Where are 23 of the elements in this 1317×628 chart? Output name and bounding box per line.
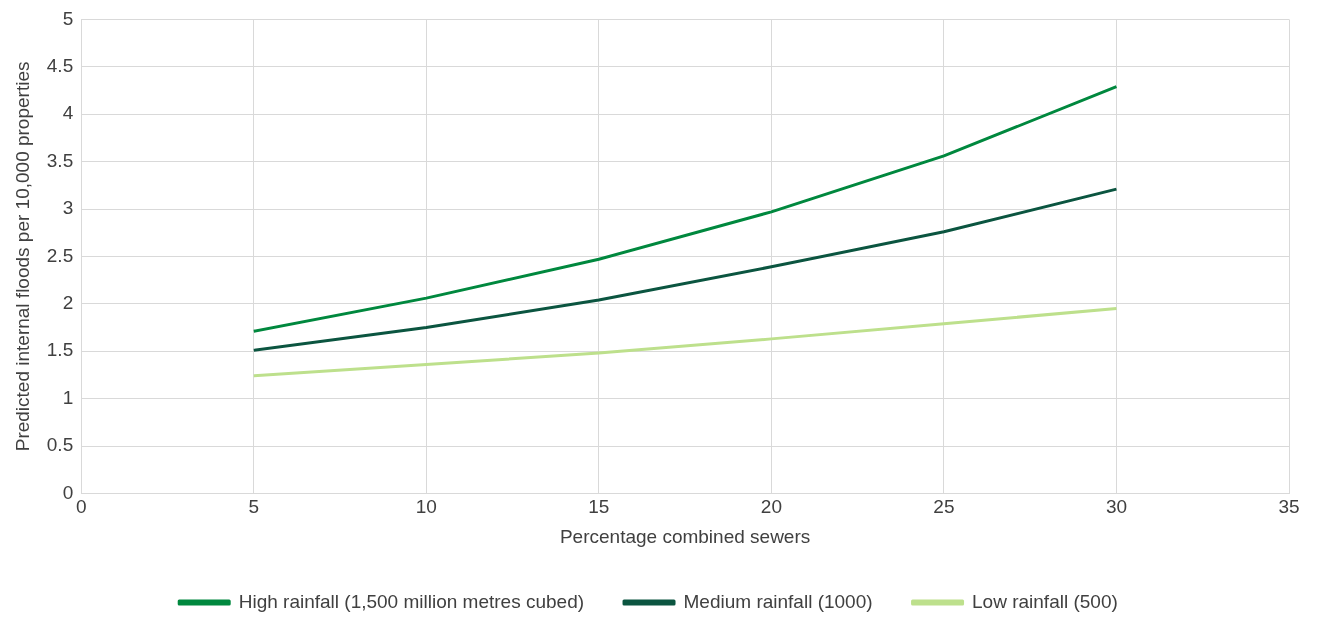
- y-tick-label: 0: [62, 481, 74, 503]
- x-tick-label: 20: [760, 496, 782, 518]
- x-axis-title: Percentage combined sewers: [559, 525, 811, 547]
- x-tick-label: 30: [1105, 496, 1128, 518]
- y-tick-label: 1.5: [46, 339, 74, 361]
- x-tick-label: 10: [415, 496, 437, 518]
- x-tick-label: 15: [588, 496, 610, 518]
- y-tick-label: 4.5: [46, 55, 74, 77]
- y-tick-label: 2: [62, 292, 74, 314]
- x-tick-label: 35: [1278, 496, 1300, 518]
- y-tick-label: 1: [62, 386, 74, 408]
- legend-label: High rainfall (1,500 million metres cubed): [238, 590, 585, 612]
- x-tick-label: 5: [248, 496, 260, 518]
- y-tick-label: 3.5: [46, 149, 74, 171]
- y-tick-label: 5: [62, 7, 74, 29]
- y-tick-label: 0.5: [46, 434, 74, 456]
- y-axis-title: Predicted internal floods per 10,000 properties: [11, 61, 33, 452]
- y-tick-label: 4: [62, 102, 74, 124]
- legend-label: Low rainfall (500): [972, 590, 1118, 612]
- legend-label: Medium rainfall (1000): [683, 590, 873, 612]
- y-tick-label: 3: [62, 197, 74, 219]
- x-tick-label: 25: [933, 496, 955, 518]
- y-tick-label: 2.5: [46, 244, 74, 266]
